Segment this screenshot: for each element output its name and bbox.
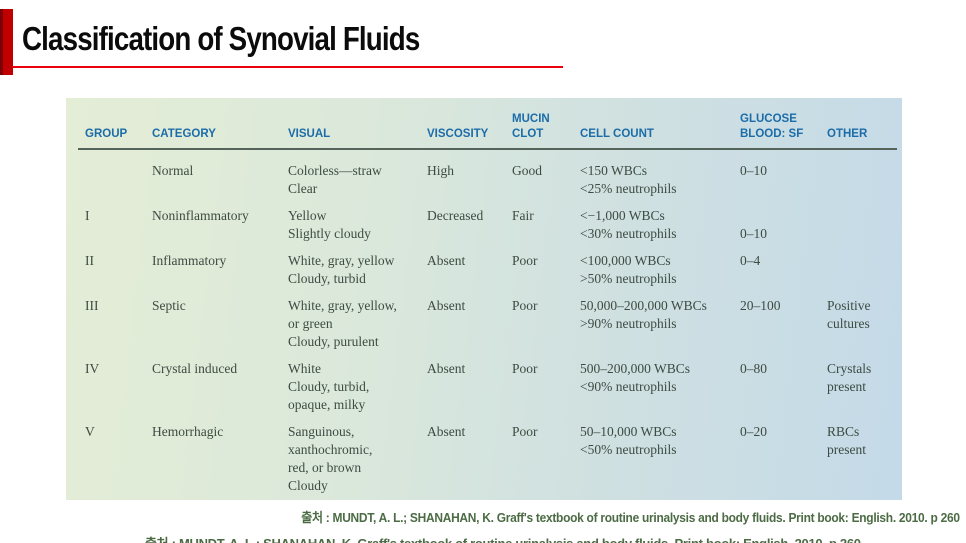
cell-cell-count: 50,000–200,000 WBCs >90% neutrophils <box>580 298 707 331</box>
cell-glucose: 0–10 <box>740 226 767 241</box>
column-header-mucin-clot: MUCIN CLOT <box>512 113 550 140</box>
citation-line-1: 출처 : MUNDT, A. L.; SHANAHAN, K. Graff's … <box>301 510 961 525</box>
cell-mucin-clot: Poor <box>512 424 538 439</box>
cell-other: Positive cultures <box>827 298 871 331</box>
cell-cell-count: <100,000 WBCs >50% neutrophils <box>580 253 677 286</box>
cell-group: V <box>85 424 95 439</box>
cell-mucin-clot: Poor <box>512 361 538 376</box>
cell-viscosity: Absent <box>427 361 466 376</box>
cell-mucin-clot: Fair <box>512 208 534 223</box>
table-header-row: GROUP CATEGORY VISUAL VISCOSITY MUCIN CL… <box>66 98 902 148</box>
table-row-inflammatory: II Inflammatory White, gray, yellow Clou… <box>66 252 902 297</box>
table-row-crystal-induced: IV Crystal induced White Cloudy, turbid,… <box>66 360 902 423</box>
header-rule <box>78 148 897 150</box>
cell-group: I <box>85 208 90 223</box>
cell-category: Septic <box>152 298 186 313</box>
cell-other <box>827 207 902 252</box>
cell-glucose: 20–100 <box>740 298 781 313</box>
cell-visual: Colorless—straw Clear <box>288 163 382 196</box>
cell-category: Hemorrhagic <box>152 424 224 439</box>
cell-glucose: 0–4 <box>740 253 761 268</box>
cell-visual: Yellow Slightly cloudy <box>288 208 371 241</box>
cell-category: Crystal induced <box>152 361 238 376</box>
page-title: Classification of Synovial Fluids <box>22 20 420 57</box>
cell-visual: White Cloudy, turbid, opaque, milky <box>288 361 370 412</box>
cell-viscosity: Absent <box>427 298 466 313</box>
cell-cell-count: <150 WBCs <25% neutrophils <box>580 163 677 196</box>
cell-viscosity: High <box>427 163 454 178</box>
cell-other: Crystals present <box>827 361 872 394</box>
cell-viscosity: Absent <box>427 424 466 439</box>
cell-visual: Sanguinous, xanthochromic, red, or brown… <box>288 424 373 493</box>
synovial-fluids-table-panel: GROUP CATEGORY VISUAL VISCOSITY MUCIN CL… <box>66 98 902 500</box>
column-header-visual: VISUAL <box>288 128 331 140</box>
table-row-noninflammatory: I Noninflammatory Yellow Slightly cloudy… <box>66 207 902 252</box>
title-accent-bar <box>0 9 13 75</box>
column-header-category: CATEGORY <box>152 128 216 140</box>
cell-group: III <box>85 298 99 313</box>
cell-group <box>66 148 152 207</box>
cell-other: RBCs present <box>827 424 866 457</box>
cell-viscosity: Absent <box>427 253 466 268</box>
cell-visual: White, gray, yellow, or green Cloudy, pu… <box>288 298 397 349</box>
title-underline <box>12 66 563 68</box>
column-header-viscosity: VISCOSITY <box>427 128 489 140</box>
cell-group: II <box>85 253 94 268</box>
cell-mucin-clot: Good <box>512 163 542 178</box>
column-header-other: OTHER <box>827 128 868 140</box>
table-row-normal: Normal Colorless—straw Clear High Good <… <box>66 148 902 207</box>
cell-category: Normal <box>152 163 194 178</box>
cell-glucose: 0–20 <box>740 424 767 439</box>
cell-category: Noninflammatory <box>152 208 249 223</box>
column-header-cell-count: CELL COUNT <box>580 128 654 140</box>
cell-glucose: 0–80 <box>740 361 767 376</box>
column-header-group: GROUP <box>85 128 128 140</box>
cell-cell-count: 50–10,000 WBCs <50% neutrophils <box>580 424 677 457</box>
cell-group: IV <box>85 361 100 376</box>
table-row-hemorrhagic: V Hemorrhagic Sanguinous, xanthochromic,… <box>66 423 902 504</box>
cell-cell-count: <−1,000 WBCs <30% neutrophils <box>580 208 677 241</box>
citation-line-2: 출처 : MUNDT, A. L.; SHANAHAN, K. Graff's … <box>145 533 861 543</box>
cell-category: Inflammatory <box>152 253 227 268</box>
cell-cell-count: 500–200,000 WBCs <90% neutrophils <box>580 361 691 394</box>
cell-visual: White, gray, yellow Cloudy, turbid <box>288 253 395 286</box>
cell-viscosity: Decreased <box>427 208 484 223</box>
cell-mucin-clot: Poor <box>512 253 538 268</box>
cell-mucin-clot: Poor <box>512 298 538 313</box>
synovial-fluids-table: GROUP CATEGORY VISUAL VISCOSITY MUCIN CL… <box>66 98 902 504</box>
cell-other <box>827 148 902 207</box>
table-row-septic: III Septic White, gray, yellow, or green… <box>66 297 902 360</box>
cell-other <box>827 252 902 297</box>
cell-glucose: 0–10 <box>740 163 767 178</box>
column-header-glucose-blood-sf: GLUCOSE BLOOD: SF <box>740 113 804 140</box>
